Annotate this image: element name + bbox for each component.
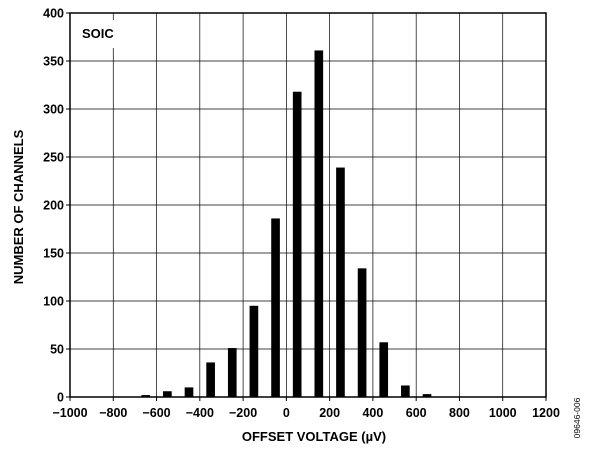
bar [249, 305, 259, 397]
bar [184, 387, 194, 397]
bar [401, 385, 410, 397]
y-tick-labels: 0 50 100 150 200 250 300 350 400 [43, 7, 64, 405]
bar [314, 50, 324, 397]
x-tick-label: −800 [99, 406, 127, 420]
bar [379, 342, 389, 397]
y-tick-label: 300 [43, 103, 64, 117]
x-tick-label: −200 [229, 406, 257, 420]
bar [141, 395, 151, 397]
x-tick-label: 600 [406, 406, 427, 420]
y-tick-label: 250 [43, 151, 64, 165]
x-tick-label: 1000 [489, 406, 517, 420]
x-tick-label: 800 [449, 406, 470, 420]
y-axis-title: NUMBER OF CHANNELS [11, 129, 26, 284]
bars [141, 50, 432, 397]
annotation-label: SOIC [82, 26, 114, 41]
x-tick-label: 200 [319, 406, 340, 420]
tick-marks [66, 12, 547, 401]
x-tick-label: −600 [142, 406, 170, 420]
annotation-box: SOIC [77, 20, 127, 48]
x-tick-label: 400 [362, 406, 383, 420]
bar [163, 391, 172, 397]
bar [292, 91, 302, 397]
bar [206, 362, 215, 397]
bar [271, 218, 280, 397]
bar [227, 348, 237, 397]
x-tick-label: 1200 [532, 406, 560, 420]
x-tick-label: 0 [283, 406, 290, 420]
x-axis-title: OFFSET VOLTAGE (µV) [242, 429, 386, 444]
x-tick-label: −1000 [52, 406, 87, 420]
y-tick-label: 350 [43, 55, 64, 69]
bar [357, 268, 367, 397]
figure-id: 09646-006 [572, 397, 582, 438]
x-tick-label: −400 [186, 406, 214, 420]
grid-lines [70, 13, 546, 397]
y-tick-label: 100 [43, 295, 64, 309]
y-tick-label: 400 [43, 7, 64, 21]
x-tick-labels: −1000 −800 −600 −400 −200 0 200 400 600 800 1000 12… [52, 406, 560, 420]
bar [422, 394, 432, 397]
y-tick-label: 0 [57, 391, 64, 405]
y-tick-label: 50 [50, 343, 64, 357]
bar [336, 167, 345, 397]
y-tick-label: 200 [43, 199, 64, 213]
y-tick-label: 150 [43, 247, 64, 261]
